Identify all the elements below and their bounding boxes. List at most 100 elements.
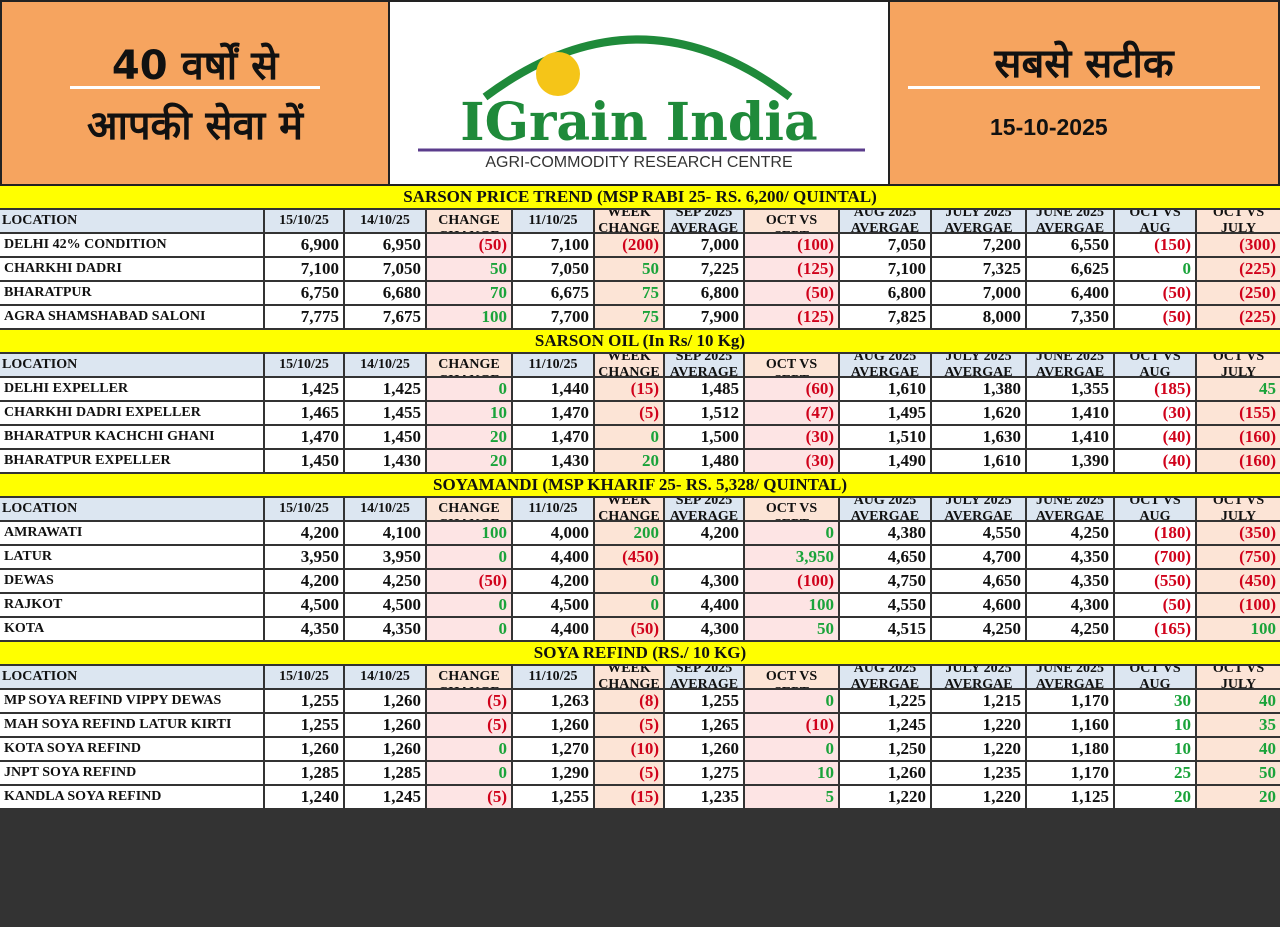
price-cell: (30) bbox=[745, 450, 838, 472]
column-header: WEEK CHANGE bbox=[595, 498, 663, 520]
price-cell: (225) bbox=[1197, 258, 1280, 280]
divider bbox=[70, 86, 320, 89]
price-cell: 1,285 bbox=[265, 762, 343, 784]
price-cell: (5) bbox=[427, 690, 511, 712]
price-cell: 0 bbox=[745, 738, 838, 760]
column-header: JUNE 2025 AVERGAE bbox=[1027, 210, 1113, 232]
price-cell: (100) bbox=[745, 234, 838, 256]
price-cell: 7,900 bbox=[665, 306, 743, 328]
price-cell: 1,450 bbox=[345, 426, 425, 448]
price-cell: 0 bbox=[1115, 258, 1195, 280]
price-cell: 4,250 bbox=[932, 618, 1025, 640]
price-cell: 6,900 bbox=[265, 234, 343, 256]
logo: IGrain India AGRI-COMMODITY RESEARCH CEN… bbox=[390, 2, 888, 184]
price-cell: 20 bbox=[1115, 786, 1195, 808]
location: KOTA SOYA REFIND bbox=[0, 738, 263, 760]
divider bbox=[908, 86, 1260, 89]
column-header: 15/10/25 bbox=[265, 210, 343, 232]
price-cell: (5) bbox=[427, 786, 511, 808]
price-cell: 1,170 bbox=[1027, 690, 1113, 712]
price-cell: (50) bbox=[427, 234, 511, 256]
price-cell: 0 bbox=[427, 762, 511, 784]
price-cell: 100 bbox=[427, 306, 511, 328]
price-cell: (250) bbox=[1197, 282, 1280, 304]
price-cell: 20 bbox=[427, 450, 511, 472]
column-header: LOCATION bbox=[0, 354, 263, 376]
price-cell: (100) bbox=[1197, 594, 1280, 616]
price-cell: (15) bbox=[595, 378, 663, 400]
column-header: OCT VS AUG bbox=[1115, 354, 1195, 376]
price-cell: 1,160 bbox=[1027, 714, 1113, 736]
column-header: INTRADAY CHANGE CHANGE bbox=[427, 498, 511, 520]
price-cell: (10) bbox=[745, 714, 838, 736]
price-cell: (30) bbox=[1115, 402, 1195, 424]
price-cell: (750) bbox=[1197, 546, 1280, 568]
price-cell: 4,600 bbox=[932, 594, 1025, 616]
price-cell: 1,220 bbox=[932, 786, 1025, 808]
price-cell: 4,200 bbox=[265, 570, 343, 592]
date: 15-10-2025 bbox=[990, 114, 1108, 140]
header-left: 40 वर्षों से आपकी सेवा में bbox=[2, 2, 388, 184]
price-cell: (15) bbox=[595, 786, 663, 808]
tagline: सबसे सटीक bbox=[994, 41, 1174, 87]
price-cell: 0 bbox=[595, 570, 663, 592]
price-cell: 7,000 bbox=[665, 234, 743, 256]
column-header: JUNE 2025 AVERGAE bbox=[1027, 666, 1113, 688]
price-cell: 1,240 bbox=[265, 786, 343, 808]
price-cell: 1,265 bbox=[665, 714, 743, 736]
price-cell: 1,470 bbox=[513, 402, 593, 424]
price-cell: 5 bbox=[745, 786, 838, 808]
column-header: 11/10/25 bbox=[513, 210, 593, 232]
price-cell: 1,220 bbox=[840, 786, 930, 808]
price-cell: 20 bbox=[595, 450, 663, 472]
price-cell: 6,800 bbox=[665, 282, 743, 304]
price-cell: 1,225 bbox=[840, 690, 930, 712]
price-cell: (50) bbox=[1115, 594, 1195, 616]
price-cell: 4,350 bbox=[1027, 570, 1113, 592]
column-header: CHANGE OCT VS SEPT bbox=[745, 666, 838, 688]
price-cell: 10 bbox=[1115, 738, 1195, 760]
column-header: OCT VS JULY bbox=[1197, 210, 1280, 232]
price-cell: 7,825 bbox=[840, 306, 930, 328]
price-cell: 1,490 bbox=[840, 450, 930, 472]
price-cell: 1,390 bbox=[1027, 450, 1113, 472]
column-header: OCT VS AUG bbox=[1115, 666, 1195, 688]
price-cell: 1,450 bbox=[265, 450, 343, 472]
price-cell: 4,400 bbox=[513, 546, 593, 568]
logo-icon bbox=[536, 52, 580, 96]
price-cell: 6,625 bbox=[1027, 258, 1113, 280]
price-cell: 1,235 bbox=[932, 762, 1025, 784]
price-cell: 1,260 bbox=[665, 738, 743, 760]
price-cell: (125) bbox=[745, 306, 838, 328]
price-cell: (180) bbox=[1115, 522, 1195, 544]
price-cell: 0 bbox=[427, 594, 511, 616]
price-cell: 8,000 bbox=[932, 306, 1025, 328]
price-cell: 1,285 bbox=[345, 762, 425, 784]
column-header: AUG 2025 AVERGAE bbox=[840, 354, 930, 376]
section-title: SOYAMANDI (MSP KHARIF 25- RS. 5,328/ QUI… bbox=[0, 474, 1280, 496]
price-cell: (50) bbox=[595, 618, 663, 640]
price-cell: (5) bbox=[595, 762, 663, 784]
column-header: OCT VS AUG bbox=[1115, 210, 1195, 232]
price-cell: 1,630 bbox=[932, 426, 1025, 448]
price-cell: 1,270 bbox=[513, 738, 593, 760]
price-cell: 50 bbox=[427, 258, 511, 280]
price-cell: (50) bbox=[1115, 306, 1195, 328]
price-cell: 4,200 bbox=[265, 522, 343, 544]
logo-arc bbox=[482, 35, 793, 101]
price-cell: (165) bbox=[1115, 618, 1195, 640]
price-cell: (47) bbox=[745, 402, 838, 424]
location: AMRAWATI bbox=[0, 522, 263, 544]
column-header: SEP 2025 AVERAGE bbox=[665, 666, 743, 688]
price-cell: 4,100 bbox=[345, 522, 425, 544]
price-cell: 4,300 bbox=[1027, 594, 1113, 616]
location: JNPT SOYA REFIND bbox=[0, 762, 263, 784]
price-cell: 7,700 bbox=[513, 306, 593, 328]
price-cell: 1,440 bbox=[513, 378, 593, 400]
column-header: 14/10/25 bbox=[345, 210, 425, 232]
price-cell: 40 bbox=[1197, 690, 1280, 712]
column-header: SEP 2025 AVERAGE bbox=[665, 498, 743, 520]
price-cell: 4,650 bbox=[840, 546, 930, 568]
price-cell: (155) bbox=[1197, 402, 1280, 424]
price-cell: 7,350 bbox=[1027, 306, 1113, 328]
